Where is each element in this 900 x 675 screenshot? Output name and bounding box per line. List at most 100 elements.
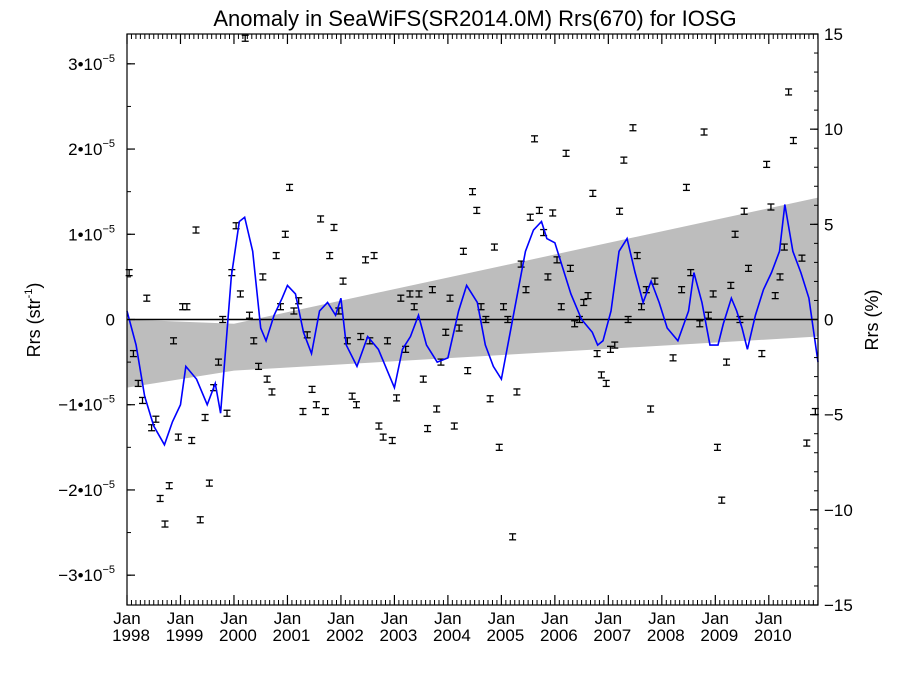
data-point <box>179 303 187 311</box>
x-tick-year: 2010 <box>754 626 792 645</box>
x-tick-year: 2002 <box>326 626 364 645</box>
data-point <box>299 407 307 416</box>
data-point <box>152 415 160 423</box>
data-point <box>326 251 334 260</box>
left-tick-label: 1•10−5 <box>68 223 115 244</box>
right-tick-label: −15 <box>824 596 853 615</box>
right-axis-title: Rrs (%) <box>862 290 882 351</box>
data-point <box>379 433 387 441</box>
data-point <box>156 494 164 503</box>
data-point <box>276 303 284 311</box>
data-point <box>549 209 557 217</box>
data-point <box>723 358 731 366</box>
data-point <box>348 392 356 400</box>
data-point <box>424 424 432 433</box>
data-point <box>798 254 806 262</box>
data-point <box>214 358 222 366</box>
data-point <box>330 223 338 232</box>
data-point <box>611 341 619 349</box>
data-point <box>669 354 677 362</box>
data-point <box>633 251 641 260</box>
data-point <box>709 290 717 298</box>
x-tick-year: 2000 <box>219 626 257 645</box>
data-point <box>597 371 605 379</box>
x-tick-month: Jan <box>702 609 729 628</box>
data-point <box>495 443 503 451</box>
data-point <box>490 243 498 251</box>
data-point <box>450 422 458 430</box>
data-point <box>624 315 632 324</box>
data-point <box>620 156 628 164</box>
data-points <box>125 34 819 541</box>
confidence-band <box>127 197 818 388</box>
right-tick-label: −10 <box>824 501 853 520</box>
data-point <box>419 375 427 383</box>
data-point <box>776 273 784 281</box>
x-tick-year: 2001 <box>273 626 311 645</box>
data-point <box>575 315 583 324</box>
data-point <box>727 281 735 290</box>
x-tick-month: Jan <box>595 609 622 628</box>
data-point <box>526 213 534 221</box>
data-point <box>290 307 298 315</box>
data-point <box>566 264 574 273</box>
left-axis: 3•10−5 2•10−5 1•10−5 0 −1•10−5 −2•10−5 −3•10−5 <box>58 53 135 585</box>
right-tick-label: 0 <box>824 311 833 330</box>
x-tick-month: Jan <box>327 609 354 628</box>
left-tick-label: −1•10−5 <box>58 394 115 415</box>
data-point <box>312 401 320 409</box>
data-point <box>593 349 601 358</box>
left-axis-title: Rrs (str-1) <box>23 283 44 358</box>
data-point <box>397 294 405 302</box>
data-point <box>393 394 401 402</box>
data-point <box>352 401 360 409</box>
data-point <box>718 496 726 504</box>
smoothed-series-line <box>126 204 819 447</box>
data-point <box>428 286 436 294</box>
data-point <box>504 315 512 324</box>
data-point <box>486 395 494 403</box>
right-tick-label: 10 <box>824 120 843 139</box>
data-point <box>589 189 597 198</box>
data-point <box>522 286 530 294</box>
data-point <box>469 188 476 196</box>
data-point <box>584 291 592 300</box>
data-point <box>464 366 472 375</box>
data-point <box>183 303 191 311</box>
data-point <box>557 303 565 311</box>
data-point <box>606 345 614 353</box>
data-point <box>174 433 182 441</box>
data-point <box>509 533 517 541</box>
data-point <box>562 149 570 157</box>
x-axis: Jan1998Jan1999Jan2000Jan2001Jan2002Jan20… <box>112 34 819 645</box>
data-point <box>357 332 365 341</box>
data-point <box>433 405 441 413</box>
data-point <box>170 337 178 345</box>
data-point <box>531 135 539 143</box>
data-point <box>339 277 347 285</box>
data-point <box>286 183 294 192</box>
data-point <box>704 311 712 319</box>
data-point <box>219 315 227 324</box>
data-point <box>580 298 588 307</box>
left-axis-title-close: ) <box>24 283 44 289</box>
data-point <box>446 294 454 302</box>
data-point <box>129 349 137 358</box>
data-point <box>196 516 204 524</box>
data-point <box>638 303 646 311</box>
data-point <box>223 409 231 417</box>
data-point <box>192 226 200 234</box>
data-point <box>205 479 213 487</box>
data-point <box>406 290 414 298</box>
right-tick-label: 5 <box>824 215 833 234</box>
data-point <box>647 405 655 413</box>
data-point <box>321 407 329 416</box>
x-tick-year: 2005 <box>486 626 524 645</box>
data-point <box>629 124 637 132</box>
data-point <box>500 303 508 311</box>
x-tick-year: 2004 <box>433 626 471 645</box>
data-point <box>415 290 423 298</box>
x-tick-month: Jan <box>220 609 247 628</box>
data-point <box>771 291 779 300</box>
data-point <box>780 243 788 251</box>
